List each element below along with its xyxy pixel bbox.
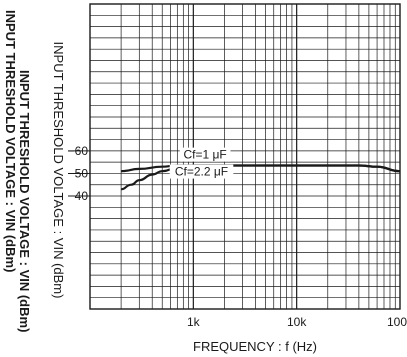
y-tick-label: −40 <box>68 189 89 203</box>
curve-label-1: Cf=2.2 μF <box>175 165 228 179</box>
series: Cf=2.2 μF Cf=1 μF <box>120 147 401 191</box>
x-axis-label: FREQUENCY : f (Hz) <box>193 339 317 354</box>
x-tick-label: 1k <box>187 315 201 329</box>
y-axis-label-ghost-2: INPUT THRESHOLD VOLTAGE : VIN (dBm) <box>17 70 32 332</box>
curve-label-bg <box>169 164 234 179</box>
plot-area <box>89 3 401 310</box>
curve-label-bg <box>179 147 231 162</box>
y-tick-label: −50 <box>68 166 89 180</box>
grid <box>90 4 400 309</box>
x-tick-label: 10k <box>287 315 307 329</box>
x-tick-label: 100k <box>387 315 407 329</box>
y-axis-label: INPUT THRESHOLD VOLTAGE : VIN (dBm) <box>51 42 66 299</box>
y-axis-label-ghost: INPUT THRESHOLD VOLTAGE : VIN (dBm) <box>3 10 18 272</box>
tick-labels: 1k 10k 100k −60 −50 −40 <box>68 144 407 329</box>
curve-label-2: Cf=1 μF <box>183 148 226 162</box>
y-tick-label: −60 <box>68 144 89 158</box>
